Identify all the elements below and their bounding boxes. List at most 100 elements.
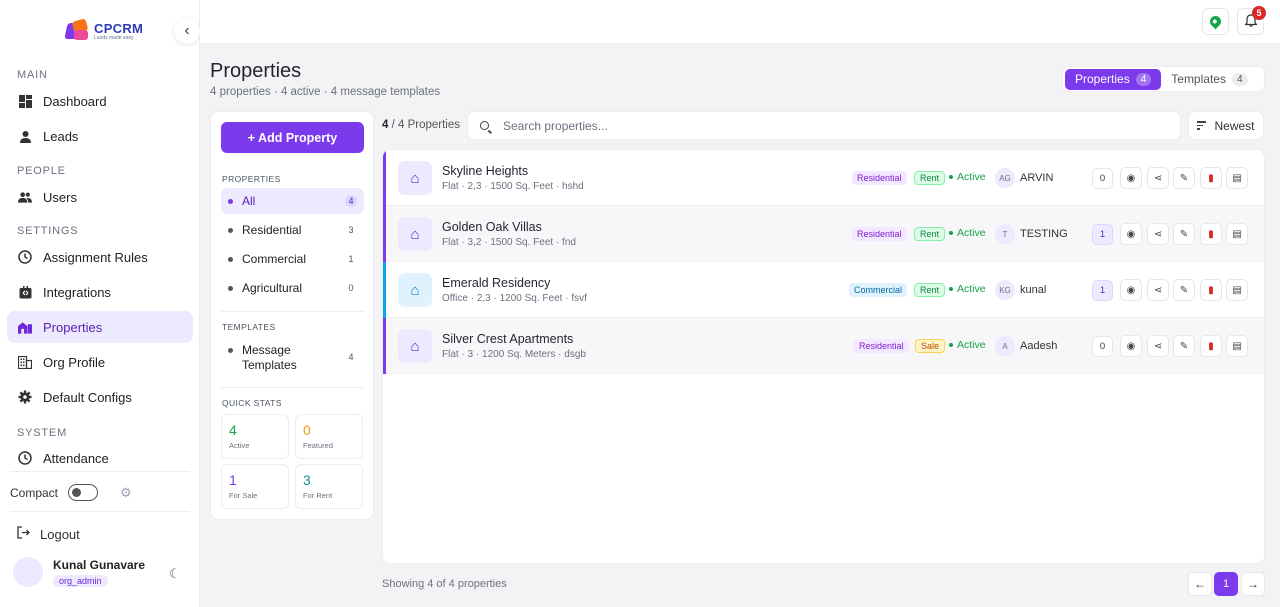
notifications-button[interactable]: 5 (1237, 6, 1266, 35)
filter-item-residential[interactable]: Residential 3 (221, 217, 364, 243)
stat-value: 3 (303, 472, 311, 488)
stat-label: For Sale (229, 491, 258, 500)
collapse-sidebar-button[interactable]: ‹ (174, 18, 200, 44)
status-text: Active (957, 227, 986, 239)
sidebar-item-leads[interactable]: Leads (7, 120, 193, 152)
delete-trash-icon[interactable]: ▮ (1200, 335, 1222, 357)
app-logo[interactable]: CPCRM Leads made easy (64, 18, 143, 42)
house-icon: ⌂ (398, 217, 432, 251)
bullet-dot (228, 348, 233, 353)
tab-templates[interactable]: Templates 4 (1161, 69, 1257, 90)
sidebar-item-org-profile[interactable]: Org Profile (7, 346, 193, 378)
document-icon[interactable]: ▤ (1226, 279, 1248, 301)
sidebar-item-dashboard[interactable]: Dashboard (7, 85, 193, 117)
delete-trash-icon[interactable]: ▮ (1200, 223, 1222, 245)
table-row[interactable]: ⌂ Skyline Heights Flat · 2,3 · 1500 Sq. … (383, 150, 1264, 206)
message-count[interactable]: 1 (1092, 280, 1113, 301)
view-eye-icon[interactable]: ◉ (1120, 279, 1142, 301)
table-row[interactable]: ⌂ Golden Oak Villas Flat · 3,2 · 1500 Sq… (383, 206, 1264, 262)
delete-trash-icon[interactable]: ▮ (1200, 279, 1222, 301)
results-count: 4 / 4 Properties (382, 119, 460, 131)
filter-section-label: TEMPLATES (222, 322, 276, 332)
sidebar-item-users[interactable]: Users (7, 181, 193, 213)
message-count[interactable]: 0 (1092, 336, 1113, 357)
arrow-right-icon: → (1247, 577, 1259, 591)
stat-active: 4 Active (221, 414, 289, 459)
property-name[interactable]: Emerald Residency (442, 276, 551, 290)
section-label-settings: SETTINGS (17, 225, 79, 237)
next-page-button[interactable]: → (1241, 572, 1265, 596)
filter-count: 0 (348, 283, 354, 293)
edit-pencil-icon[interactable]: ✎ (1173, 335, 1195, 357)
tab-label: Properties (1075, 72, 1130, 86)
document-icon[interactable]: ▤ (1226, 223, 1248, 245)
compact-toggle[interactable] (68, 484, 99, 501)
row-accent-bar (383, 262, 386, 318)
search-bar[interactable] (467, 111, 1181, 140)
property-name[interactable]: Silver Crest Apartments (442, 332, 574, 346)
listing-badge: Rent (914, 283, 946, 297)
prev-page-button[interactable]: ← (1188, 572, 1212, 596)
tab-properties[interactable]: Properties 4 (1065, 68, 1162, 90)
filter-count: 3 (348, 225, 354, 235)
share-icon[interactable]: ⋖ (1147, 167, 1169, 189)
filter-item-all[interactable]: All 4 (221, 188, 364, 214)
clock-icon (18, 451, 32, 465)
filter-item-message-templates[interactable]: Message Templates 4 (221, 339, 364, 375)
property-meta: Flat · 3 · 1200 Sq. Meters · dsgb (442, 349, 586, 360)
table-row[interactable]: ⌂ Emerald Residency Office · 2,3 · 1200 … (383, 262, 1264, 318)
logout-button[interactable]: Logout (17, 526, 80, 542)
sidebar-item-assignment-rules[interactable]: Assignment Rules (7, 241, 193, 273)
message-count[interactable]: 0 (1092, 168, 1113, 189)
share-icon[interactable]: ⋖ (1147, 279, 1169, 301)
theme-toggle-moon-icon[interactable]: ☾ (169, 566, 181, 581)
assignee-avatar: A (995, 336, 1015, 356)
property-meta: Office · 2,3 · 1200 Sq. Feet · fsvf (442, 293, 587, 304)
user-role-badge: org_admin (53, 574, 108, 587)
location-button[interactable] (1202, 8, 1229, 35)
add-property-button[interactable]: + Add Property (221, 122, 364, 153)
arrow-left-icon: ← (1194, 577, 1206, 591)
pagination-summary: Showing 4 of 4 properties (382, 578, 507, 590)
filter-section-label: QUICK STATS (222, 398, 282, 408)
message-count[interactable]: 1 (1092, 224, 1113, 245)
results-shown: 4 (382, 119, 389, 131)
sidebar-item-integrations[interactable]: Integrations (7, 276, 193, 308)
page-title: Properties (210, 60, 302, 82)
delete-trash-icon[interactable]: ▮ (1200, 167, 1222, 189)
view-eye-icon[interactable]: ◉ (1120, 335, 1142, 357)
property-name[interactable]: Golden Oak Villas (442, 220, 542, 234)
sidebar-item-label: Properties (43, 319, 103, 335)
share-icon[interactable]: ⋖ (1147, 335, 1169, 357)
share-icon[interactable]: ⋖ (1147, 223, 1169, 245)
sidebar-item-default-configs[interactable]: Default Configs (7, 381, 193, 413)
user-profile[interactable]: Kunal Gunavare org_admin (13, 557, 145, 587)
search-input[interactable] (503, 118, 1103, 133)
sidebar: CPCRM Leads made easy ‹ MAIN Dashboard L… (0, 0, 200, 607)
view-tabs: Properties 4 Templates 4 (1062, 66, 1265, 92)
gear-icon (18, 390, 32, 404)
status-text: Active (957, 283, 986, 295)
assignee-name: Aadesh (1020, 340, 1058, 352)
stat-label: For Rent (303, 491, 333, 500)
edit-pencil-icon[interactable]: ✎ (1173, 223, 1195, 245)
settings-gear-icon[interactable]: ⚙ (120, 484, 132, 500)
sidebar-item-attendance[interactable]: Attendance (7, 442, 193, 474)
edit-pencil-icon[interactable]: ✎ (1173, 167, 1195, 189)
filter-item-commercial[interactable]: Commercial 1 (221, 246, 364, 272)
document-icon[interactable]: ▤ (1226, 335, 1248, 357)
document-icon[interactable]: ▤ (1226, 167, 1248, 189)
sort-button[interactable]: Newest (1188, 111, 1264, 140)
property-name[interactable]: Skyline Heights (442, 164, 529, 178)
view-eye-icon[interactable]: ◉ (1120, 223, 1142, 245)
filter-item-agricultural[interactable]: Agricultural 0 (221, 275, 364, 301)
filter-section-label: PROPERTIES (222, 174, 281, 184)
stat-label: Active (229, 441, 250, 450)
edit-pencil-icon[interactable]: ✎ (1173, 279, 1195, 301)
sidebar-item-properties[interactable]: Properties (7, 311, 193, 343)
page-button[interactable]: 1 (1214, 572, 1238, 596)
status-badge: Active (949, 339, 986, 351)
person-icon (18, 129, 32, 143)
table-row[interactable]: ⌂ Silver Crest Apartments Flat · 3 · 120… (383, 318, 1264, 374)
view-eye-icon[interactable]: ◉ (1120, 167, 1142, 189)
